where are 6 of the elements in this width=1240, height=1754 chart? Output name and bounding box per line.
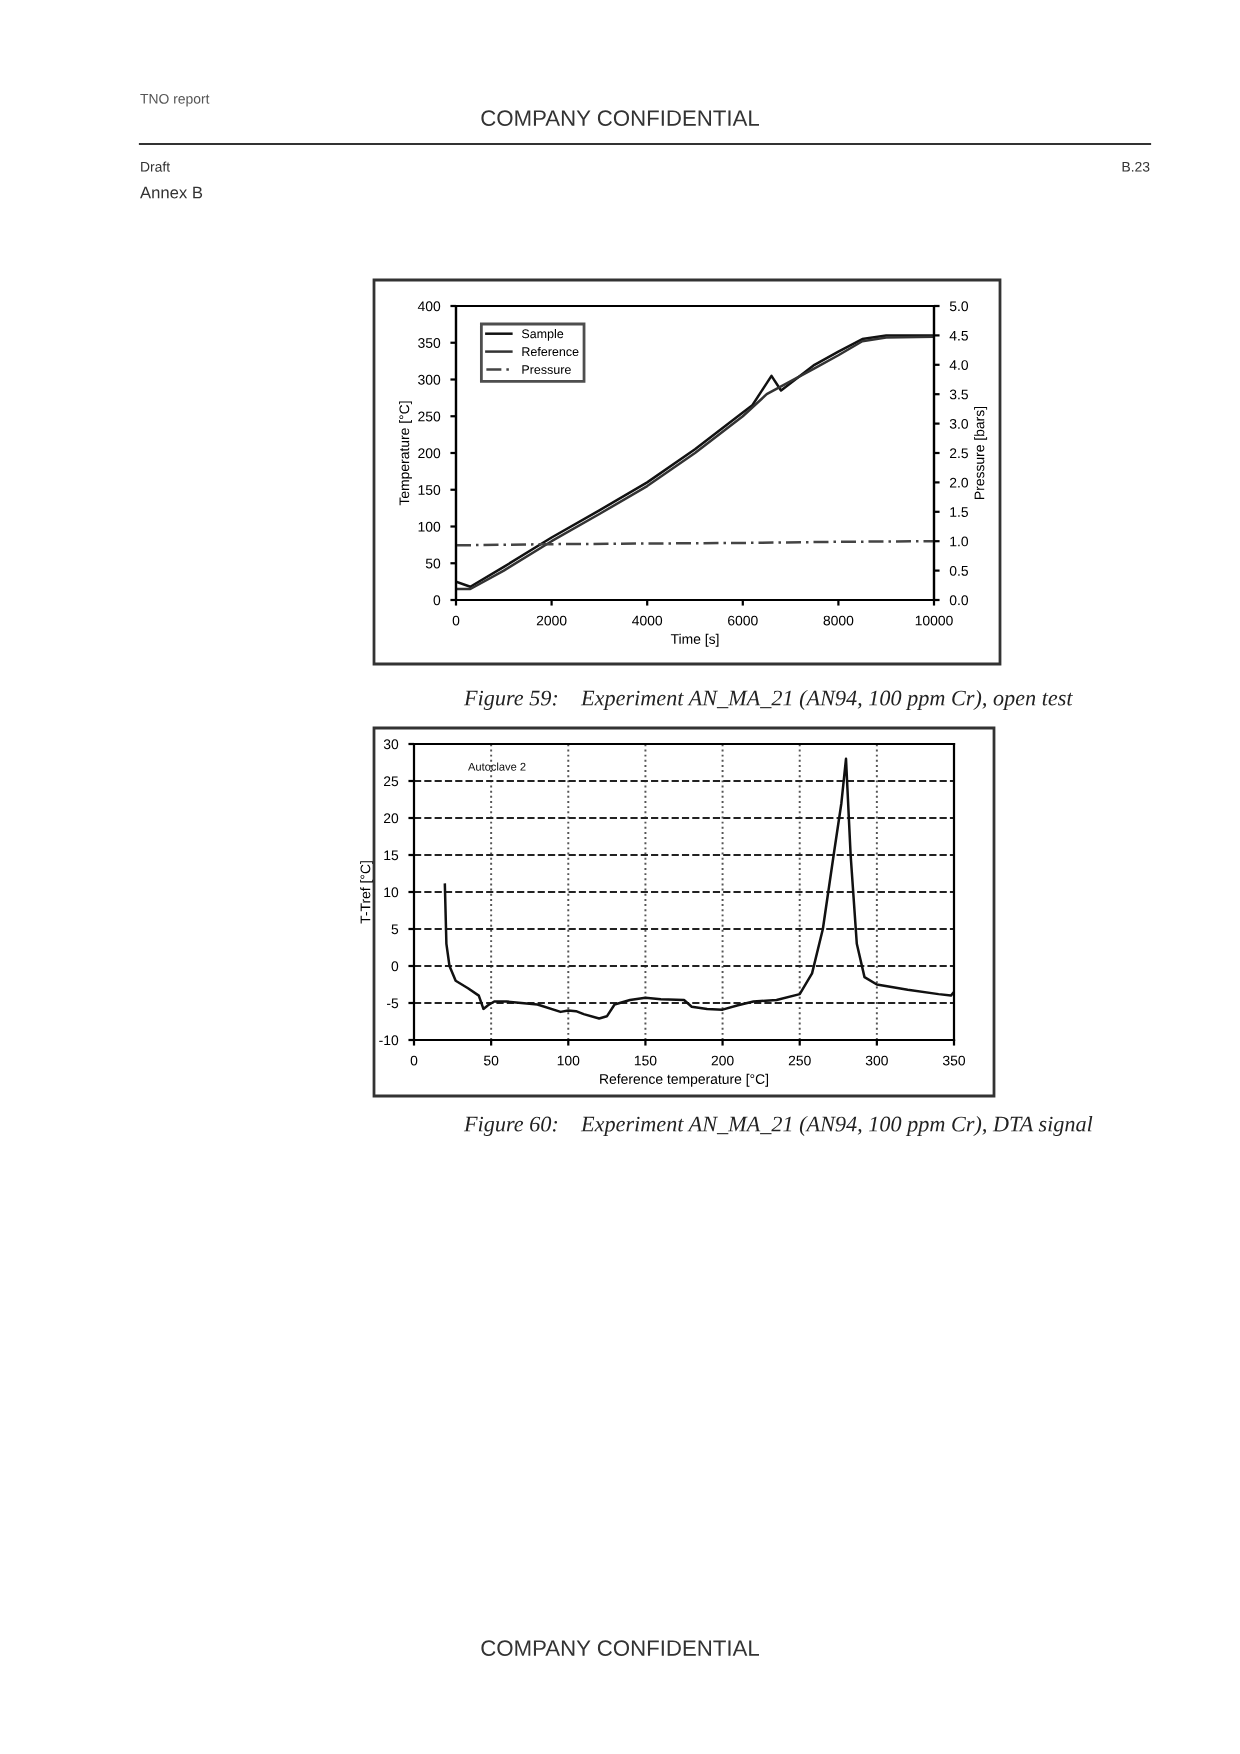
caption: Figure 60: Experiment AN_MA_21 (AN94, 100 ppm Cr), DTA signal (463, 1115, 1093, 1137)
text: COMPANY CONFIDENTIAL (481, 110, 759, 126)
text: Annex B (140, 186, 203, 199)
line-series (443, 757, 954, 1020)
caption: Figure 59: Experiment AN_MA_21 (AN94, 100 ppm Cr), open test (463, 689, 1074, 711)
text: COMPANY CONFIDENTIAL (481, 1640, 759, 1656)
